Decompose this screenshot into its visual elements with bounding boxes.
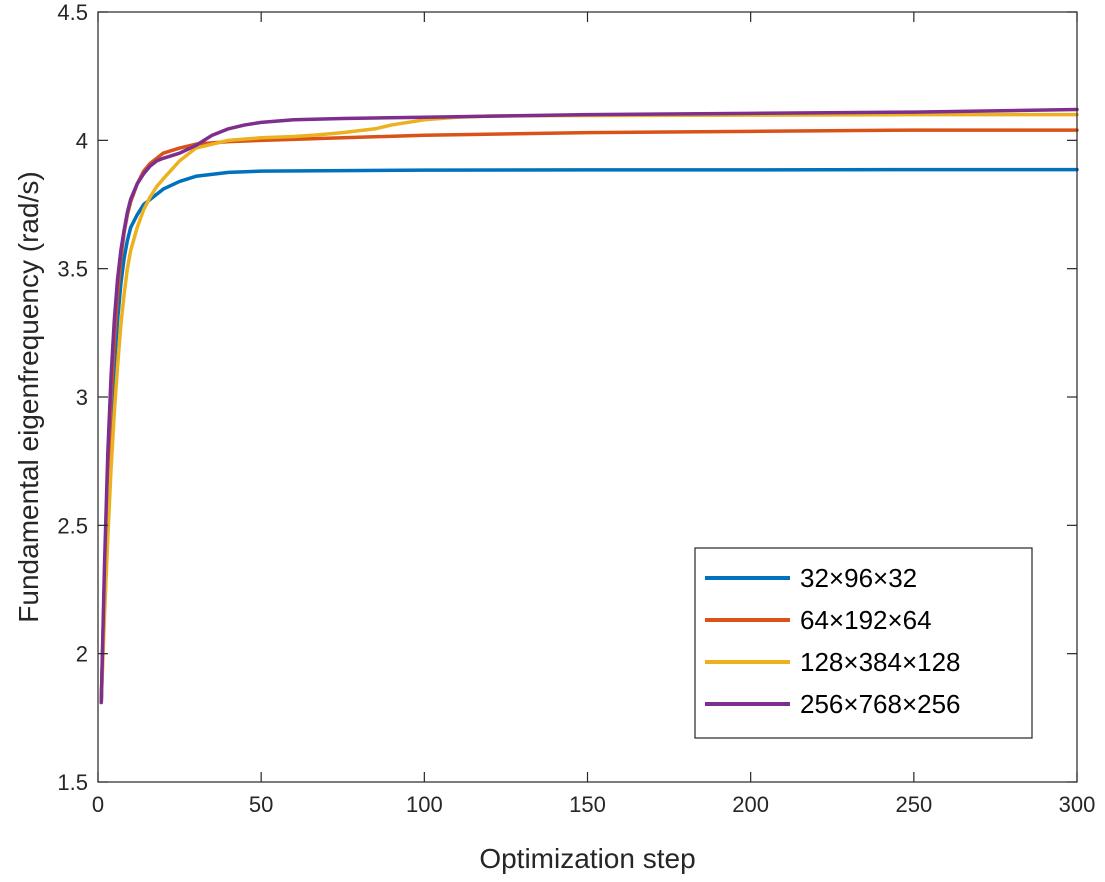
y-tick-label: 1.5 [57,770,88,795]
x-tick-label: 250 [895,792,932,817]
y-tick-label: 3 [76,385,88,410]
x-tick-label: 300 [1059,792,1096,817]
y-tick-label: 2.5 [57,513,88,538]
y-tick-label: 2 [76,642,88,667]
x-tick-label: 100 [406,792,443,817]
legend-label-1: 32×96×32 [800,563,917,593]
legend-label-3: 128×384×128 [800,647,961,677]
y-tick-label: 4 [76,128,88,153]
y-axis-label: Fundamental eigenfrequency (rad/s) [13,171,44,622]
series-line-4 [99,107,1079,705]
y-tick-label: 4.5 [57,0,88,25]
legend-label-4: 256×768×256 [800,689,961,719]
x-tick-label: 0 [92,792,104,817]
legend: 32×96×32 64×192×64 128×384×128 256×768×256 [694,547,1033,739]
x-tick-label: 150 [569,792,606,817]
legend-label-2: 64×192×64 [800,605,932,635]
x-tick-label: 200 [732,792,769,817]
x-axis-label: Optimization step [479,843,695,874]
x-tick-label: 50 [249,792,273,817]
y-tick-label: 3.5 [57,257,88,282]
